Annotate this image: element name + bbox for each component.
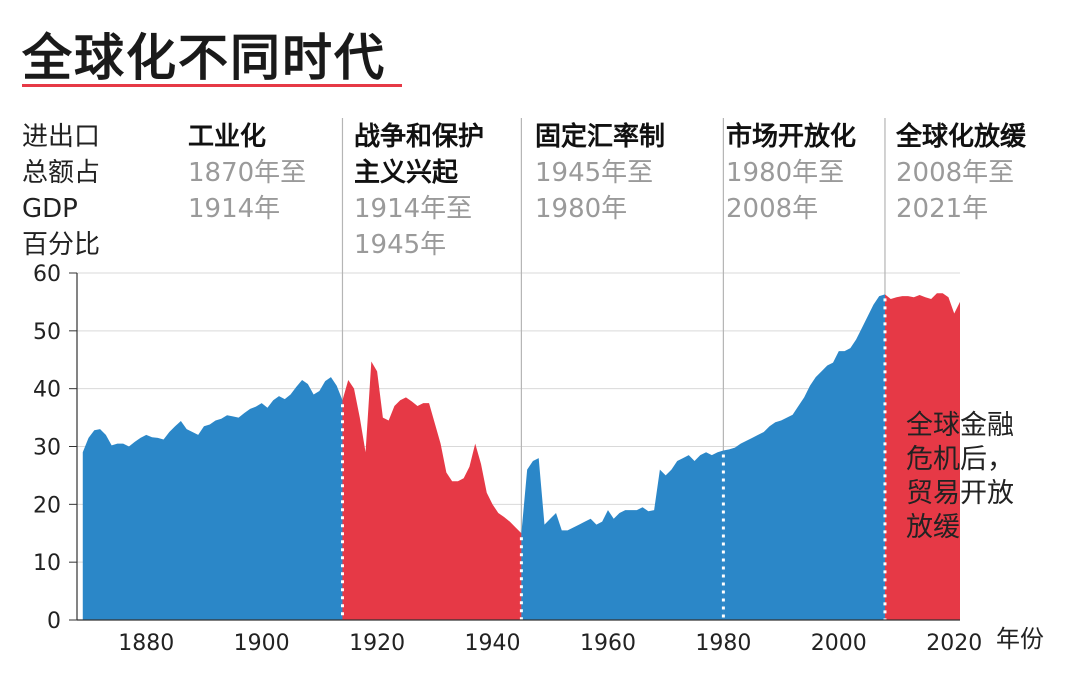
era-years: 1945年至 (535, 158, 653, 188)
era-area-4 (723, 294, 885, 620)
era-years: 1870年至 (188, 158, 306, 188)
era-name: 全球化放缓 (895, 121, 1027, 152)
y-tick-label: 20 (33, 493, 61, 518)
y-axis-label: 总额占 (22, 158, 100, 188)
x-tick-label: 1900 (234, 631, 290, 656)
era-name: 市场开放化 (726, 121, 856, 152)
era-name-line2: 主义兴起 (354, 158, 459, 188)
x-tick-label: 2000 (811, 631, 867, 656)
x-tick-label: 1920 (349, 631, 405, 656)
x-tick-label: 1960 (580, 631, 636, 656)
annotation-text: 放缓 (906, 512, 960, 543)
era-years: 2008年至 (896, 158, 1014, 188)
era-area-3 (521, 450, 724, 620)
era-years: 1914年至 (354, 194, 472, 224)
y-axis-label: 进出口 (22, 122, 100, 152)
y-tick-label: 10 (33, 551, 61, 576)
y-tick-label: 50 (33, 320, 61, 345)
era-years: 2021年 (896, 194, 988, 224)
x-axis-label: 年份 (996, 625, 1044, 653)
era-years: 2008年 (726, 194, 818, 224)
era-name: 战争和保护 (354, 122, 484, 152)
era-years: 1980年 (535, 194, 627, 224)
era-years: 1914年 (188, 194, 280, 224)
y-tick-label: 30 (33, 436, 61, 461)
y-tick-label: 60 (33, 262, 61, 287)
y-tick-label: 40 (33, 378, 61, 403)
annotation-text: 全球金融 (906, 410, 1014, 441)
chart-title: 全球化不同时代 (22, 29, 386, 87)
era-years: 1945年 (354, 230, 446, 260)
x-tick-label: 1880 (118, 631, 174, 656)
x-tick-label: 1980 (695, 631, 751, 656)
x-tick-label: 2020 (926, 631, 982, 656)
annotation-text: 贸易开放 (906, 478, 1014, 509)
y-axis-label: 百分比 (22, 230, 100, 260)
y-axis-label: GDP (22, 194, 78, 224)
era-name: 工业化 (188, 122, 266, 152)
title-underline (22, 84, 402, 87)
era-area-5 (884, 293, 960, 620)
era-area-2 (342, 361, 522, 620)
era-area-1 (82, 377, 343, 620)
annotation-text: 危机后， (906, 444, 1014, 475)
x-tick-label: 1940 (465, 631, 521, 656)
era-name: 固定汇率制 (535, 121, 665, 152)
y-tick-label: 0 (47, 609, 61, 634)
era-years: 1980年至 (726, 158, 844, 188)
